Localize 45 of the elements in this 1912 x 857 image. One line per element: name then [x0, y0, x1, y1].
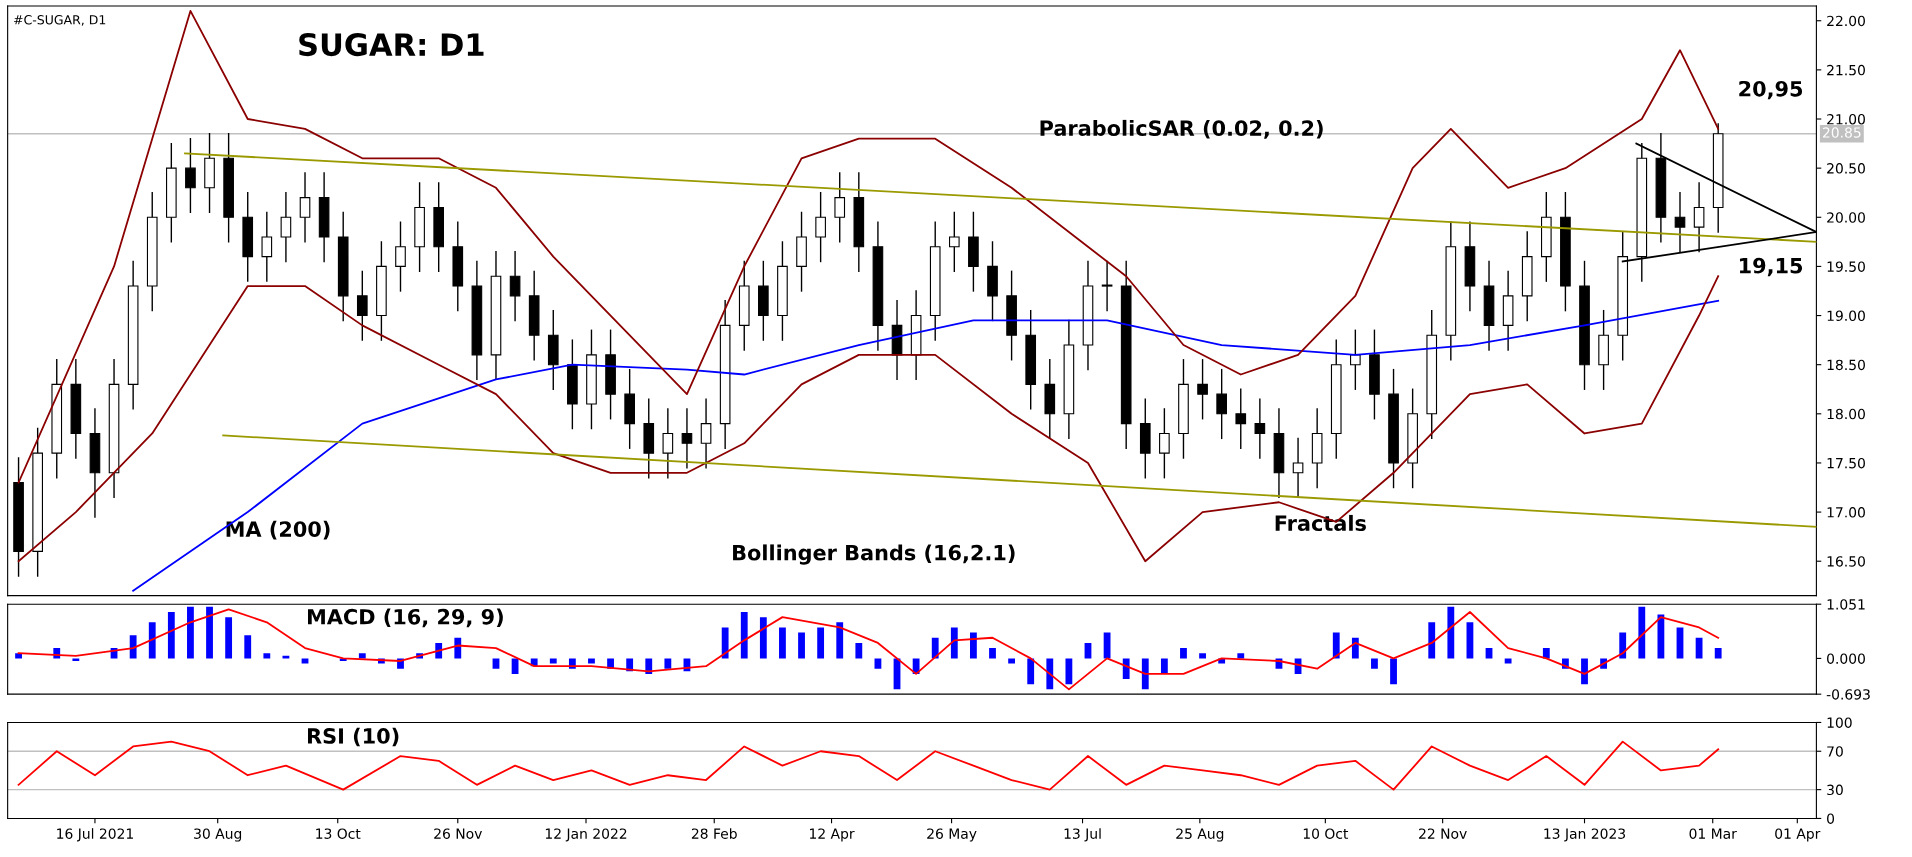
y-tick-label: 16.50 — [1827, 556, 1865, 567]
x-tick-label: 16 Jul 2021 — [57, 828, 133, 842]
annotation: Fractals — [1275, 514, 1366, 532]
y-tick-label: 20.50 — [1827, 163, 1865, 174]
x-tick-label: 12 Apr — [810, 828, 855, 842]
y-tick-label: 19.50 — [1827, 261, 1865, 272]
x-tick-label: 28 Feb — [691, 828, 737, 839]
y-tick-label: 0 — [1827, 813, 1835, 824]
annotation: MA (200) — [226, 520, 330, 540]
y-tick-label: 17.50 — [1827, 457, 1865, 469]
x-tick-label: 12 Jan 2022 — [545, 828, 627, 842]
x-tick-label: 01 Apr — [1775, 828, 1821, 842]
y-tick-label: 18.50 — [1827, 359, 1865, 371]
y-tick-label: 20.00 — [1827, 212, 1865, 223]
text: #C-SUGAR, D1 — [14, 15, 106, 26]
x-tick-label: 13 Oct — [316, 828, 361, 839]
x-tick-label: 13 Jul — [1064, 828, 1101, 842]
x-tick-label: 01 Mar — [1689, 828, 1737, 839]
y-tick-label: 22.00 — [1827, 15, 1865, 27]
x-tick-label: 13 Jan 2023 — [1544, 828, 1626, 842]
annotation: 20,95 — [1739, 80, 1803, 100]
y-tick-label: 19.00 — [1827, 310, 1865, 322]
y-tick-label: 17.00 — [1827, 507, 1865, 518]
y-tick-label: 70 — [1827, 746, 1843, 757]
y-tick-label: 21.00 — [1827, 113, 1865, 125]
annotation: Bollinger Bands (16,2.1) — [733, 544, 1015, 565]
y-tick-label: -0.693 — [1826, 689, 1870, 700]
x-tick-label: 25 Aug — [1176, 828, 1224, 842]
text: SUGAR: D1 — [299, 33, 484, 57]
y-tick-label: 18.00 — [1827, 408, 1865, 420]
annotation: 19,15 — [1739, 257, 1803, 277]
y-tick-label: 100 — [1827, 717, 1852, 728]
y-tick-label: 1.051 — [1827, 599, 1865, 610]
annotation: ParabolicSAR (0.02, 0.2) — [1040, 119, 1323, 139]
x-tick-label: 10 Oct — [1303, 828, 1349, 839]
y-tick-label: 0.000 — [1827, 653, 1865, 664]
y-tick-label: 30 — [1827, 784, 1843, 796]
chart-title: MACD (16, 29, 9) — [308, 608, 503, 628]
ref-line-label: 20.85 — [1822, 127, 1861, 138]
x-tick-label: 26 Nov — [434, 828, 482, 839]
x-tick-label: 26 May — [927, 828, 977, 842]
y-tick-label: 21.50 — [1827, 64, 1865, 76]
chart-title: RSI (10) — [308, 727, 399, 747]
x-tick-label: 22 Nov — [1419, 828, 1467, 839]
x-tick-label: 30 Aug — [194, 828, 242, 842]
